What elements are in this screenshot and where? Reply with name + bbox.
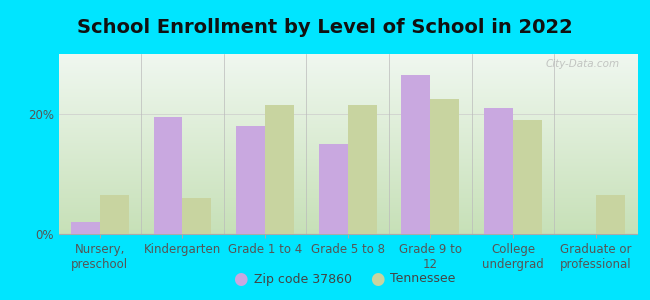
Bar [430, 99, 460, 234]
Text: Zip code 37860: Zip code 37860 [254, 272, 352, 286]
Bar [183, 198, 211, 234]
Text: City-Data.com: City-Data.com [545, 59, 619, 69]
Bar [484, 108, 513, 234]
Text: ●: ● [233, 270, 248, 288]
Bar [153, 117, 183, 234]
Text: School Enrollment by Level of School in 2022: School Enrollment by Level of School in … [77, 18, 573, 37]
Bar [318, 144, 348, 234]
Bar [348, 105, 377, 234]
Bar [402, 75, 430, 234]
Bar [265, 105, 294, 234]
Bar [236, 126, 265, 234]
Bar [595, 195, 625, 234]
Text: Tennessee: Tennessee [390, 272, 456, 286]
Text: ●: ● [370, 270, 384, 288]
Bar [513, 120, 542, 234]
Bar [71, 222, 100, 234]
Bar [100, 195, 129, 234]
